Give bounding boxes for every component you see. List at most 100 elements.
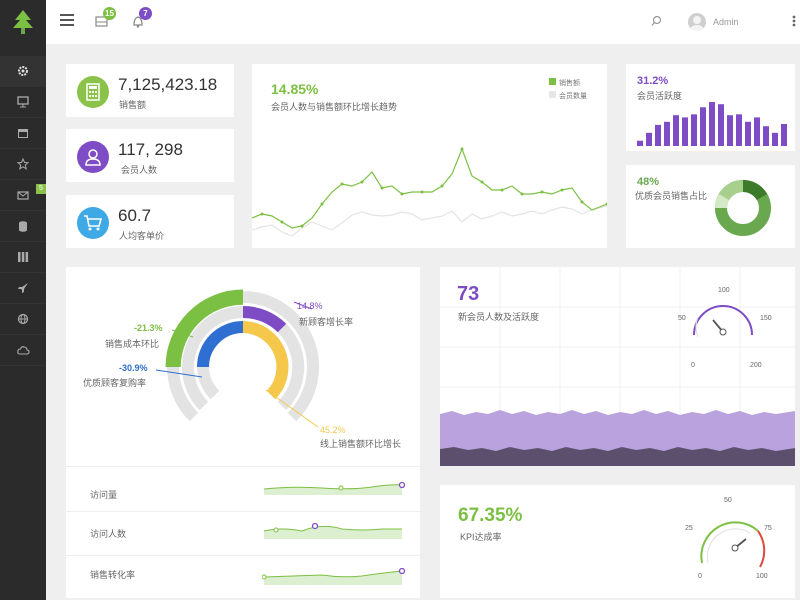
sidebar-item-launch[interactable] bbox=[0, 273, 46, 304]
activity-gauge bbox=[693, 305, 753, 338]
trend-caption: 会员人数与销售额环比增长趋势 bbox=[271, 102, 398, 112]
monitor-icon bbox=[17, 96, 29, 108]
ring-online-sales bbox=[242, 321, 289, 400]
avg-order-label: 人均客单价 bbox=[119, 231, 165, 241]
calendar-icon bbox=[18, 129, 28, 138]
sidebar-item-favorites[interactable] bbox=[0, 149, 46, 180]
messages-button[interactable]: 15 bbox=[95, 7, 116, 30]
notifications-badge: 7 bbox=[139, 7, 152, 20]
star-icon bbox=[17, 158, 29, 170]
kpi-gauge-tick-25: 25 bbox=[685, 525, 693, 532]
activity-bar bbox=[727, 115, 733, 146]
kpi-gauge-tick-100: 100 bbox=[756, 573, 768, 580]
ring-label-sales-cost-value: -21.3% bbox=[134, 323, 163, 333]
ring-label-sales-cost: 销售成本环比 bbox=[105, 339, 160, 349]
new-member-value: 73 bbox=[457, 283, 480, 305]
kpi-gauge-tick-75: 75 bbox=[764, 525, 772, 532]
activity-panel: 31.2% 会员活跃度 bbox=[626, 64, 795, 151]
sidebar-item-settings[interactable] bbox=[0, 56, 46, 87]
activity-bar bbox=[700, 107, 706, 146]
more-vertical-icon bbox=[792, 15, 796, 27]
row-conversion-label: 销售转化率 bbox=[90, 570, 136, 580]
ring-label-new-customer: 新顾客增长率 bbox=[299, 317, 354, 327]
avg-order-value: 60.7 bbox=[118, 206, 152, 225]
members-label: 会员人数 bbox=[121, 165, 158, 175]
sales-label: 销售额 bbox=[119, 100, 147, 110]
new-member-panel: 73 新会员人数及活跃度 100 50 150 0 200 bbox=[440, 267, 795, 466]
sales-line bbox=[252, 147, 607, 229]
sidebar-item-mail[interactable]: 5 bbox=[0, 180, 46, 211]
menu-toggle-button[interactable] bbox=[60, 14, 74, 28]
kpi-gauge-tick-50: 50 bbox=[724, 497, 732, 504]
activity-bar bbox=[736, 114, 742, 146]
activity-bar bbox=[655, 124, 661, 146]
activity-bar bbox=[745, 121, 751, 146]
activity-bar bbox=[754, 117, 760, 146]
more-menu-button[interactable] bbox=[788, 14, 800, 28]
ring-new-customer bbox=[242, 305, 287, 333]
search-button[interactable] bbox=[650, 14, 664, 28]
ring-label-online-sales-value: 45.2% bbox=[320, 425, 346, 435]
trend-percent: 14.85% bbox=[271, 81, 319, 97]
sales-value: 7,125,423.18 bbox=[118, 75, 218, 94]
row-visits-label: 访问量 bbox=[90, 490, 118, 500]
activity-bar bbox=[718, 104, 724, 146]
cart-icon bbox=[77, 207, 109, 239]
kpi-caption: KPI达成率 bbox=[460, 532, 502, 542]
notifications-button[interactable]: 7 bbox=[131, 7, 152, 30]
gear-icon bbox=[18, 66, 28, 76]
cloud-icon bbox=[16, 346, 30, 355]
sidebar-item-columns[interactable] bbox=[0, 242, 46, 273]
user-name: Admin bbox=[713, 17, 739, 27]
ring-label-new-customer-value: 14.8% bbox=[297, 301, 323, 311]
legend-item-sales: 销售额 bbox=[549, 78, 587, 88]
trend-line-chart bbox=[252, 147, 607, 237]
ring-repurchase bbox=[197, 321, 244, 368]
avatar bbox=[688, 13, 706, 31]
ring-label-online-sales: 线上销售额环比增长 bbox=[320, 439, 402, 449]
database-icon bbox=[19, 221, 27, 232]
new-member-area-chart bbox=[440, 267, 795, 466]
sidebar-item-database[interactable] bbox=[0, 211, 46, 242]
sidebar-item-monitor[interactable] bbox=[0, 87, 46, 118]
activity-bar bbox=[664, 121, 670, 146]
gauge-tick-100: 100 bbox=[718, 287, 730, 294]
quality-caption: 优质会员销售占比 bbox=[635, 191, 708, 201]
ring-label-repurchase-value: -30.9% bbox=[119, 363, 148, 373]
legend-label-sales: 销售额 bbox=[559, 80, 580, 87]
activity-percent: 31.2% bbox=[637, 75, 669, 87]
sidebar-item-cloud[interactable] bbox=[0, 335, 46, 366]
radial-progress-chart bbox=[155, 289, 320, 428]
messages-badge: 15 bbox=[103, 7, 116, 20]
bell-icon bbox=[133, 16, 143, 28]
quality-panel: 48% 优质会员销售占比 bbox=[626, 165, 795, 248]
activity-bar bbox=[646, 132, 652, 146]
user-menu[interactable]: Admin bbox=[688, 11, 739, 33]
sidebar-item-calendar[interactable] bbox=[0, 118, 46, 149]
radial-panel: -21.3% 销售成本环比 14.8% 新顾客增长率 -30.9% 优质顾客复购… bbox=[66, 267, 420, 598]
inbox-icon bbox=[95, 16, 108, 27]
members-stat-card: 117, 298 会员人数 bbox=[66, 129, 234, 182]
activity-bar bbox=[637, 140, 643, 146]
quality-donut-chart bbox=[715, 180, 771, 236]
sidebar-item-globe[interactable] bbox=[0, 304, 46, 335]
activity-caption: 会员活跃度 bbox=[637, 91, 683, 101]
gauge-tick-200: 200 bbox=[750, 362, 762, 369]
members-value: 117, 298 bbox=[118, 140, 183, 159]
avg-order-stat-card: 60.7 人均客单价 bbox=[66, 195, 234, 248]
mail-badge: 5 bbox=[36, 184, 46, 194]
row-visitors-label: 访问人数 bbox=[90, 529, 127, 539]
ring-label-repurchase: 优质顾客复购率 bbox=[83, 378, 147, 388]
kpi-gauge bbox=[700, 521, 766, 568]
visits-sparkline bbox=[263, 481, 406, 495]
conversion-sparkline bbox=[262, 567, 406, 585]
logo bbox=[0, 0, 46, 44]
legend-item-members: 会员数量 bbox=[549, 91, 587, 101]
gauge-tick-50: 50 bbox=[678, 315, 686, 322]
activity-bar-chart bbox=[637, 102, 787, 146]
activity-bar bbox=[682, 117, 688, 146]
gauge-tick-0: 0 bbox=[691, 362, 695, 369]
columns-icon bbox=[18, 252, 29, 262]
rocket-icon bbox=[18, 283, 28, 293]
gauge-tick-150: 150 bbox=[760, 315, 772, 322]
